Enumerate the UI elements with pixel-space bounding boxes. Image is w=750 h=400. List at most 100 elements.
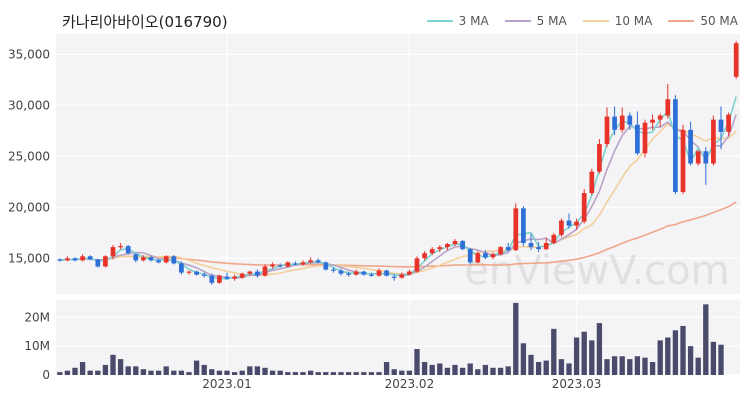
volume-bar xyxy=(589,340,595,375)
volume-bar xyxy=(163,366,169,375)
price-panel xyxy=(56,34,740,294)
candle-body xyxy=(353,271,359,275)
candle-body xyxy=(118,246,123,248)
candle-body xyxy=(726,114,731,132)
candle-body xyxy=(498,247,503,255)
volume-bar xyxy=(475,369,481,375)
volume-bar xyxy=(95,370,101,375)
volume-bar xyxy=(307,370,314,375)
volume-bar xyxy=(201,364,207,375)
legend: 3 MA 5 MA 10 MA 50 MA xyxy=(426,14,738,28)
volume-bar xyxy=(687,346,694,375)
candle-body xyxy=(627,115,633,125)
volume-bar xyxy=(459,367,466,375)
candle-body xyxy=(308,260,313,263)
candle-body xyxy=(483,253,488,258)
volume-bar xyxy=(254,366,261,375)
volume-bar xyxy=(148,370,154,375)
volume-bar xyxy=(117,359,124,375)
volume-bar xyxy=(642,357,648,375)
candle-body xyxy=(384,270,389,276)
candle-body xyxy=(635,124,640,154)
candle-body xyxy=(133,254,139,261)
candle-body xyxy=(612,116,617,130)
candle-body xyxy=(209,275,215,283)
volume-bar xyxy=(566,363,572,375)
volume-bar xyxy=(535,362,542,375)
chart-title: 카나리아바이오(016790) xyxy=(62,13,228,31)
candle-body xyxy=(247,271,253,274)
legend-label: 3 MA xyxy=(458,14,489,28)
volume-bar xyxy=(292,372,299,375)
volume-bar xyxy=(102,364,109,375)
candle-body xyxy=(597,144,602,172)
candle-body xyxy=(551,234,557,244)
candle-body xyxy=(80,256,85,261)
candle-body xyxy=(141,257,146,261)
volume-bar xyxy=(649,362,656,375)
volume-bar xyxy=(399,370,405,375)
candle-body xyxy=(277,265,283,267)
price-tick-label: 25,000 xyxy=(8,149,50,163)
candle-body xyxy=(513,208,519,251)
volume-bar xyxy=(277,370,283,375)
volume-bar xyxy=(353,372,359,375)
volume-bar xyxy=(87,370,93,375)
volume-tick-label: 0 xyxy=(42,368,50,382)
legend-item: 50 MA xyxy=(668,14,738,28)
volume-bar xyxy=(345,372,352,375)
volume-bar xyxy=(178,370,185,375)
volume-bar xyxy=(528,354,534,375)
legend-item: 5 MA xyxy=(504,14,567,28)
volume-bar xyxy=(429,364,435,375)
volume-bar xyxy=(368,372,375,375)
volume-bar xyxy=(490,367,496,375)
volume-bar xyxy=(133,366,139,375)
price-tick-label: 15,000 xyxy=(8,251,50,265)
volume-bar xyxy=(216,370,223,375)
volume-bar xyxy=(406,370,413,375)
volume-bar xyxy=(171,370,177,375)
candle-body xyxy=(521,208,526,244)
candle-body xyxy=(536,247,541,250)
candle-body xyxy=(475,253,481,263)
candle-body xyxy=(718,119,724,132)
price-tick-label: 20,000 xyxy=(8,200,50,214)
candle-body xyxy=(110,247,116,257)
volume-bar xyxy=(231,372,238,375)
legend-swatch xyxy=(426,20,453,22)
volume-bar xyxy=(323,372,329,375)
volume-tick-label: 10M xyxy=(24,339,50,353)
candle-body xyxy=(171,256,177,264)
legend-label: 5 MA xyxy=(536,14,567,28)
candle-body xyxy=(604,116,610,145)
candle-body xyxy=(361,271,367,275)
volume-bar xyxy=(239,370,245,375)
volume-bar xyxy=(209,369,215,375)
candle-body xyxy=(376,270,382,276)
volume-bar xyxy=(695,357,701,375)
volume-bar xyxy=(247,366,253,375)
legend-swatch xyxy=(504,20,531,22)
candle-body xyxy=(528,243,534,248)
legend-swatch xyxy=(582,20,609,22)
volume-bar xyxy=(558,359,565,375)
legend-swatch xyxy=(668,20,695,22)
candle-body xyxy=(323,262,329,270)
volume-bar xyxy=(551,328,557,375)
candle-body xyxy=(103,256,108,267)
volume-bar xyxy=(581,331,587,375)
volume-bar xyxy=(64,370,71,375)
candle-body xyxy=(179,263,184,273)
volume-bar xyxy=(224,370,230,375)
candle-body xyxy=(695,151,701,164)
legend-item: 10 MA xyxy=(582,14,652,28)
legend-label: 50 MA xyxy=(700,14,738,28)
volume-bar xyxy=(300,372,306,375)
volume-bar xyxy=(338,372,344,375)
candle-body xyxy=(680,129,686,193)
candle-body xyxy=(566,220,572,226)
volume-bar xyxy=(452,364,458,375)
volume-tick-label: 20M xyxy=(24,310,50,324)
volume-bar xyxy=(193,360,200,375)
